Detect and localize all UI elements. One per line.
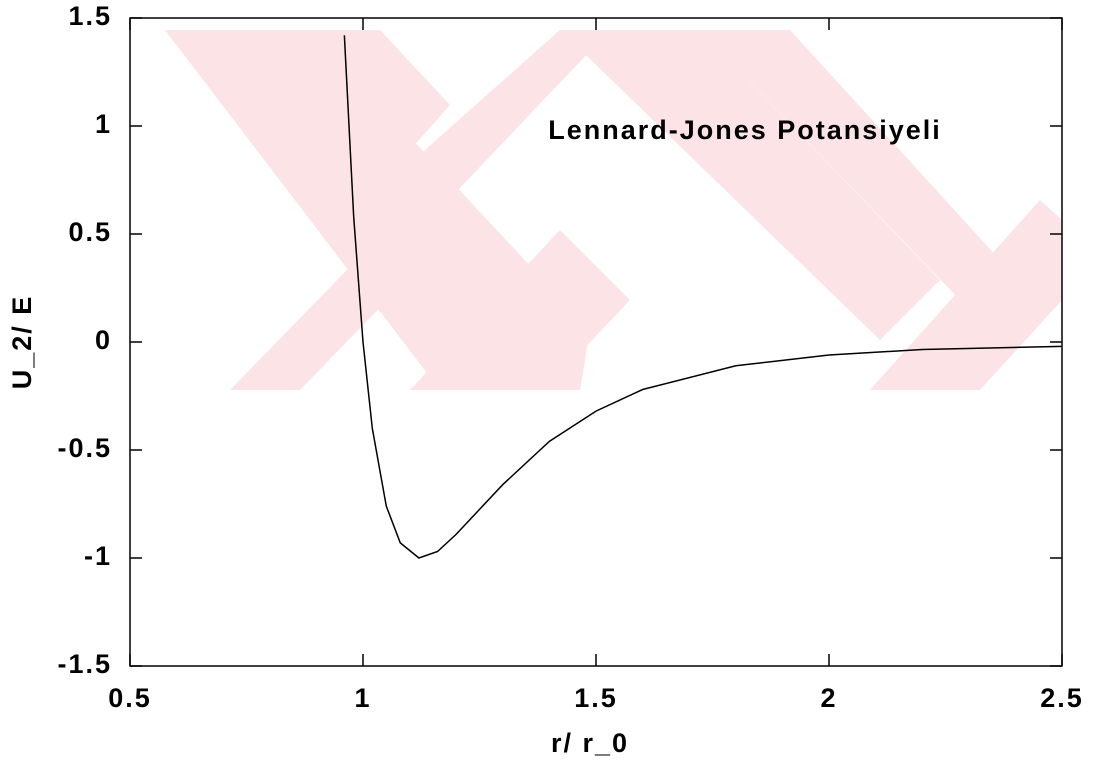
y-tick-label: 0.5: [68, 217, 112, 247]
y-tick-label: -1.5: [57, 649, 112, 679]
x-axis-label: r/ r_0: [551, 728, 629, 758]
y-tick-label: 1: [95, 109, 112, 139]
x-tick-label: 1.5: [574, 683, 618, 713]
x-tick-label: 1: [354, 683, 371, 713]
y-tick-label: -1: [84, 541, 112, 571]
y-tick-label: 1.5: [68, 1, 112, 31]
watermark: [165, 30, 1062, 390]
y-tick-label: 0: [95, 325, 112, 355]
y-axis-label: U_2/ E: [7, 295, 37, 390]
annotation: Lennard-Jones Potansiyeli: [548, 115, 942, 145]
x-tick-label: 2.5: [1040, 683, 1084, 713]
data-line: [343, 35, 1063, 559]
y-tick-label: -0.5: [57, 433, 112, 463]
x-tick-label: 0.5: [108, 683, 152, 713]
x-tick-label: 2: [820, 683, 837, 713]
